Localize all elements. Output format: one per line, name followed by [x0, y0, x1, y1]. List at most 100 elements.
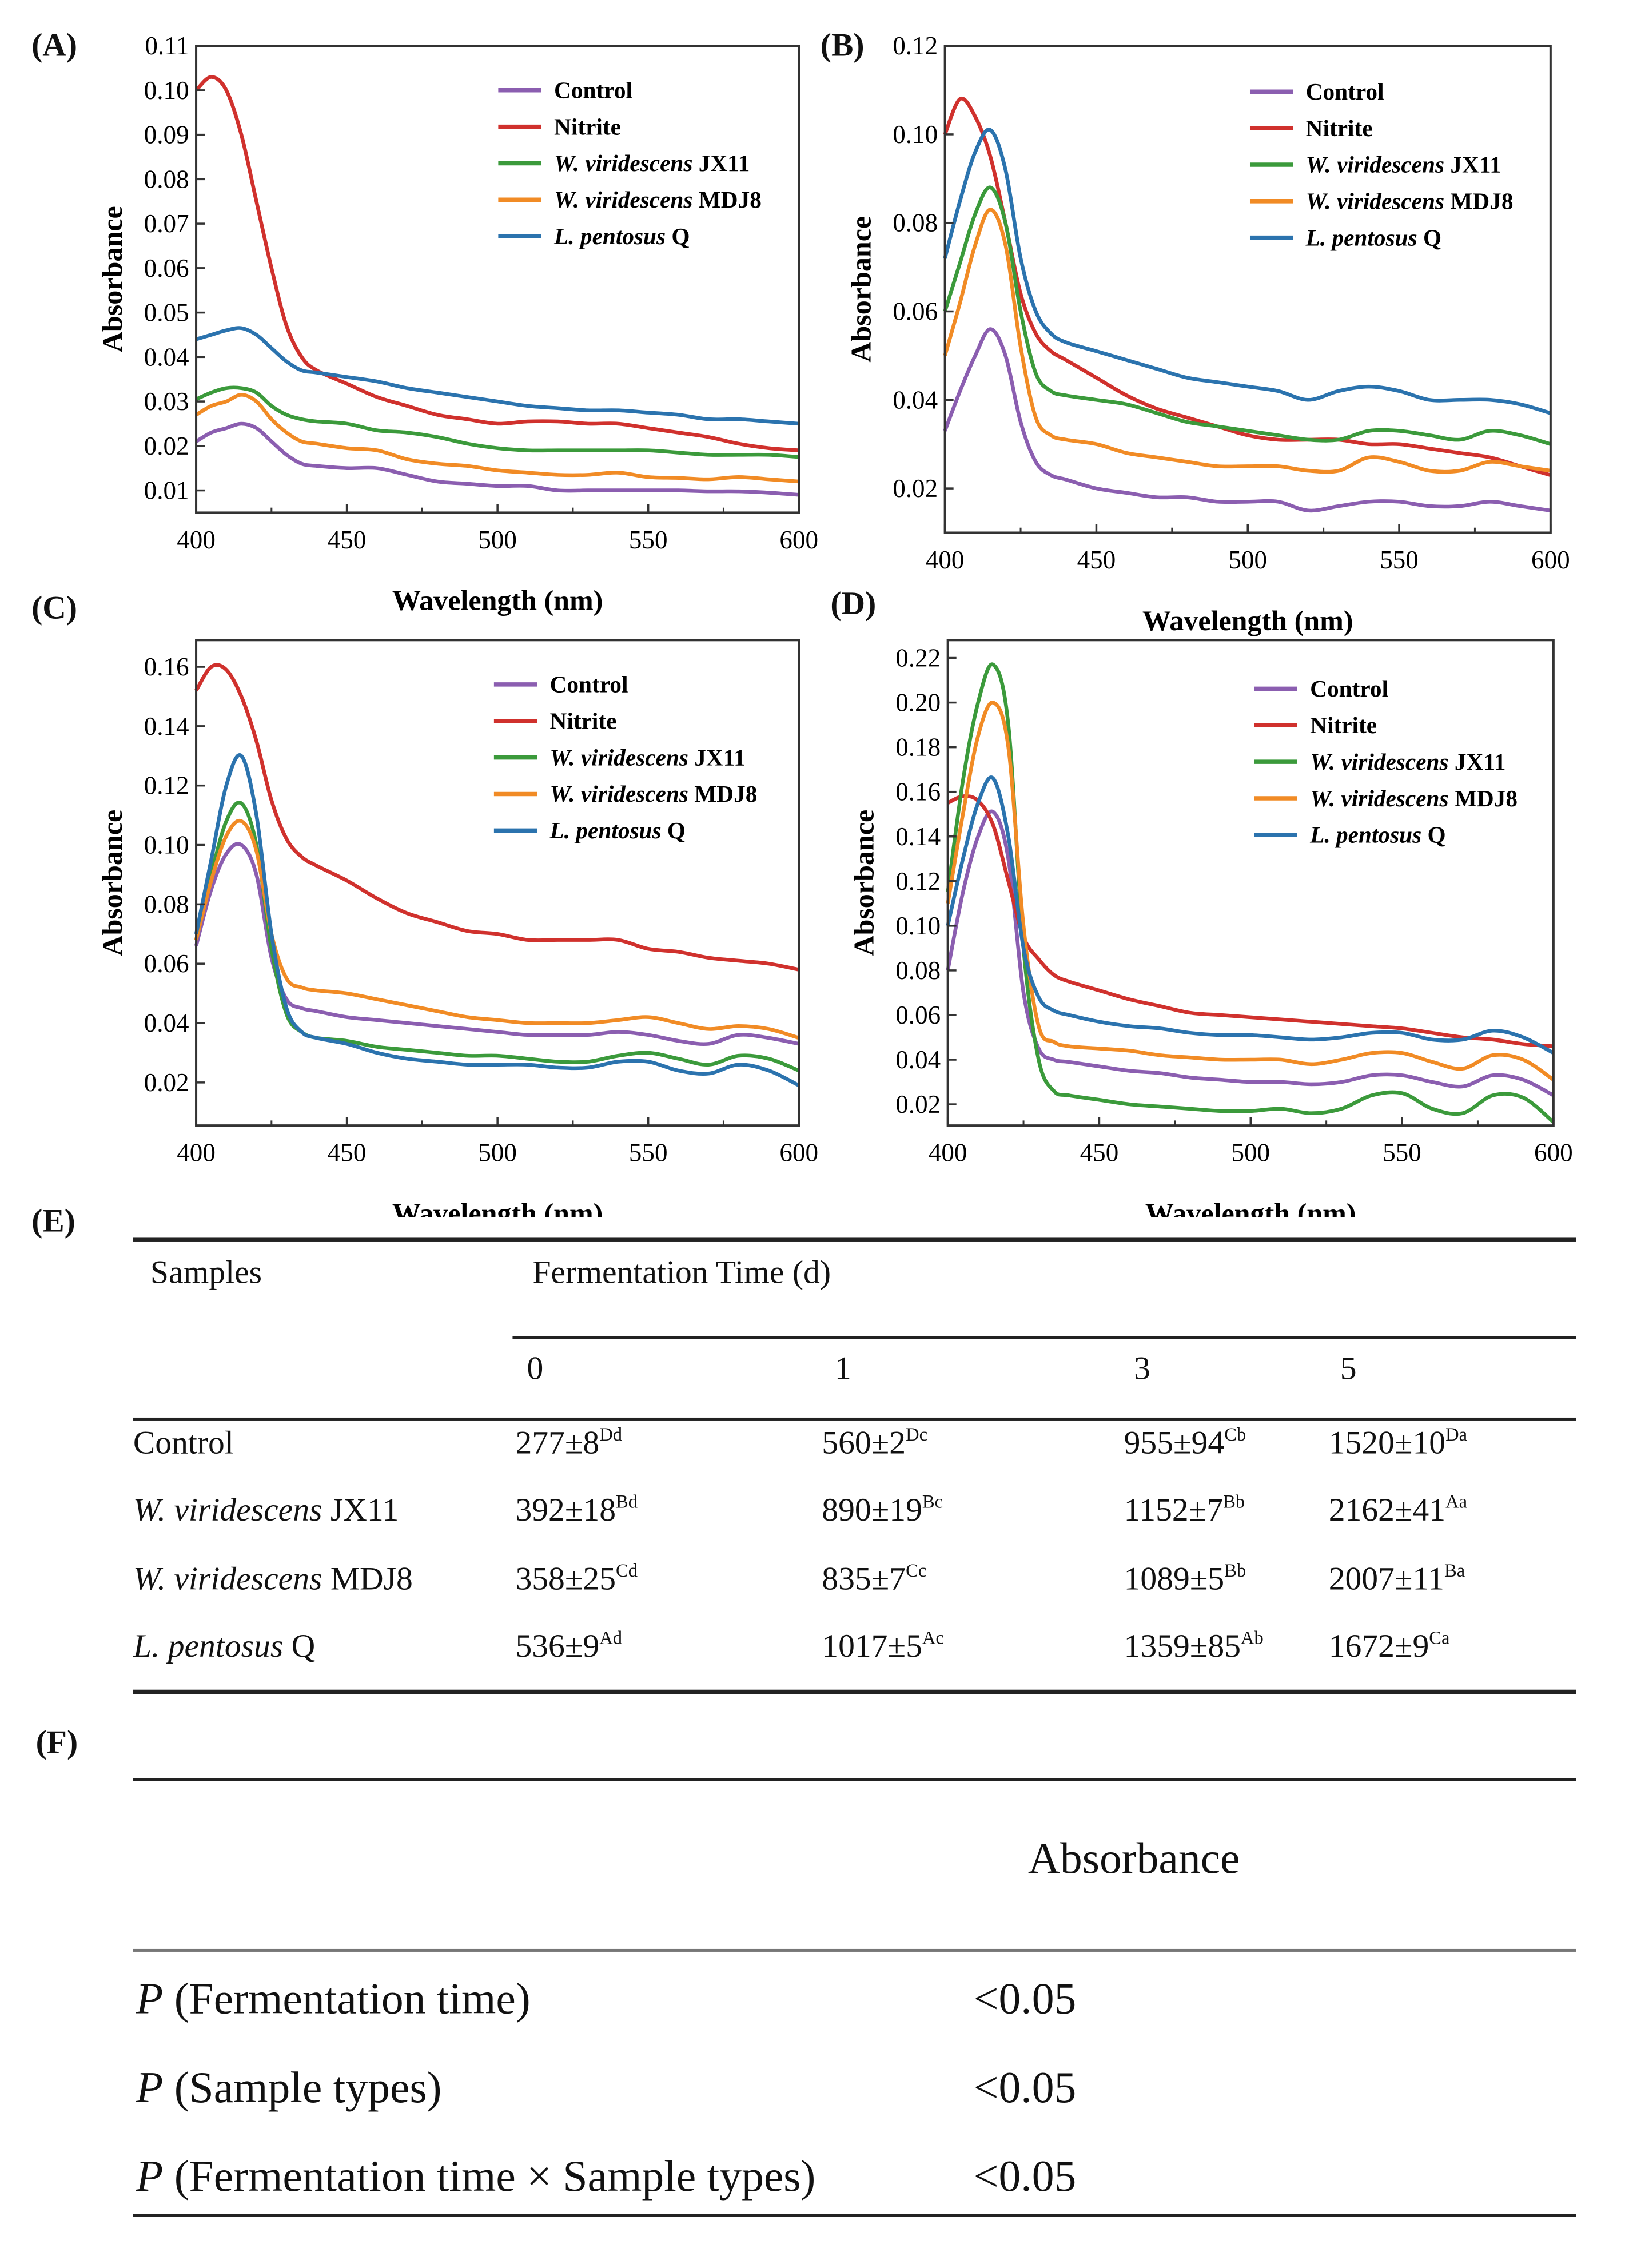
cell-value: 2007±11 — [1328, 1561, 1444, 1597]
x-tick-label: 600 — [1531, 546, 1570, 574]
sample-species: W. viridescens — [133, 1492, 322, 1528]
x-tick-label: 500 — [1228, 546, 1267, 574]
y-tick-label: 0.04 — [895, 1045, 941, 1074]
legend-label-species: W. viridescens — [550, 781, 688, 807]
sample-strain: MDJ8 — [322, 1561, 413, 1597]
plot-frame — [195, 45, 800, 514]
table-cell: 1152±7Bb — [1124, 1492, 1245, 1529]
legend-label-strain: JX11 — [1444, 152, 1501, 178]
factor-name: (Sample types) — [163, 2062, 442, 2112]
chart-a: 400 450 500 550 600 0.01 0.02 0.03 0.04 0.05 0.06 0… — [96, 31, 818, 616]
table-rule — [512, 1336, 1576, 1338]
legend-label: Control — [554, 77, 632, 104]
x-tick-label: 550 — [1380, 546, 1419, 574]
series-line-control — [943, 327, 1551, 513]
panel-label-f: (F) — [35, 1724, 78, 1760]
table-cell: 2007±11Ba — [1329, 1561, 1465, 1598]
legend-label: Control — [1310, 675, 1388, 702]
chart-c: 400 450 500 550 600 0.02 0.04 0.06 0.08 0.10 0.12 0… — [96, 639, 818, 1217]
sample-strain: JX11 — [322, 1492, 399, 1528]
factor-name: (Fermentation time) — [163, 1973, 531, 2024]
significance-letters: Bd — [616, 1490, 638, 1513]
table-rule — [133, 1237, 1576, 1241]
x-tick-label: 400 — [929, 1139, 967, 1167]
factor-label: P (Fermentation time × Sample types) — [136, 2151, 816, 2202]
plot-frame — [195, 639, 800, 1127]
legend-label-strain: MDJ8 — [688, 781, 757, 807]
significance-letters: Ad — [599, 1626, 623, 1649]
panel-label-c: (C) — [31, 590, 78, 626]
cell-value: 277±8 — [515, 1425, 600, 1461]
legend-label-strain: MDJ8 — [1449, 785, 1518, 811]
table-cell: 835±7Cc — [822, 1561, 926, 1598]
x-axis-label: Wavelength (nm) — [1142, 604, 1353, 636]
legend-label-species: W. viridescens — [1306, 188, 1444, 214]
panel-label-b: (B) — [820, 27, 865, 63]
series-line-jx11 — [946, 662, 1555, 1124]
x-tick-label: 400 — [177, 1139, 216, 1167]
legend-label-strain: JX11 — [1449, 749, 1506, 775]
legend-label-strain: JX11 — [692, 150, 750, 176]
significance-letters: Bb — [1224, 1559, 1246, 1581]
y-tick-label: 0.08 — [144, 165, 189, 193]
y-tick-label: 0.02 — [144, 1068, 189, 1097]
day-header: 5 — [1340, 1350, 1357, 1386]
fermentation-time-header: Fermentation Time (d) — [532, 1254, 831, 1291]
series-line-nitrite — [194, 75, 799, 452]
legend-label-strain: Control — [550, 671, 628, 698]
panel-label-a: (A) — [31, 27, 78, 63]
p-symbol: P — [136, 1973, 164, 2024]
y-tick-label: 0.03 — [144, 387, 189, 416]
legend-label: Nitrite — [1306, 115, 1373, 141]
table-cell: 1520±10Da — [1329, 1425, 1467, 1462]
legend-label-species: W. viridescens — [554, 186, 692, 213]
table-cell: 955±94Cb — [1124, 1425, 1246, 1462]
legend-label: Control — [550, 671, 628, 698]
y-tick-label: 0.04 — [144, 343, 189, 371]
legend-label-strain: Q — [666, 223, 690, 249]
significance-letters: Da — [1445, 1423, 1468, 1445]
day-header: 0 — [527, 1350, 544, 1386]
series-line-q — [943, 128, 1551, 415]
legend-label-species: L. pentosus — [553, 223, 666, 249]
x-axis-label: Wavelength (nm) — [392, 1197, 603, 1217]
y-axis-label: Absorbance — [845, 216, 877, 363]
series-line-nitrite — [947, 794, 1554, 1048]
y-tick-label: 0.12 — [893, 31, 938, 60]
y-axis-label: Absorbance — [96, 206, 128, 352]
day-header: 1 — [834, 1350, 851, 1386]
x-tick-label: 400 — [926, 546, 965, 574]
y-tick-label: 0.06 — [144, 949, 189, 978]
factor-name: (Fermentation time × Sample types) — [163, 2151, 816, 2201]
sample-name: L. pentosus Q — [133, 1628, 315, 1665]
y-tick-label: 0.10 — [895, 912, 941, 940]
legend-label-strain: Q — [1421, 822, 1445, 848]
y-tick-label: 0.06 — [144, 254, 189, 282]
x-tick-label: 450 — [1080, 1139, 1119, 1167]
table-cell: 1089±5Bb — [1124, 1561, 1246, 1598]
series-line-q — [946, 775, 1555, 1055]
x-tick-label: 600 — [779, 1139, 818, 1167]
legend-label: W. viridescens MDJ8 — [1310, 785, 1518, 811]
table-rule — [133, 1948, 1576, 1951]
legend-label: Nitrite — [554, 113, 621, 140]
day-header: 3 — [1134, 1350, 1150, 1386]
significance-letters: Bb — [1223, 1490, 1245, 1513]
legend-label-strain: Control — [1310, 675, 1388, 702]
x-tick-label: 400 — [177, 526, 216, 554]
legend-label: L. pentosus Q — [549, 817, 686, 843]
series-line-mdj8 — [946, 701, 1555, 1081]
legend-label-species: W. viridescens — [1310, 785, 1448, 811]
table-cell: 277±8Dd — [515, 1425, 622, 1462]
cell-value: 890±19 — [822, 1492, 922, 1528]
y-tick-label: 0.06 — [893, 297, 938, 326]
y-tick-label: 0.08 — [895, 956, 941, 985]
cell-value: 1672±9 — [1328, 1628, 1429, 1664]
significance-letters: Bc — [922, 1490, 943, 1513]
significance-letters: Cc — [906, 1559, 927, 1581]
x-axis-label: Wavelength (nm) — [392, 584, 603, 616]
significance-letters: Ca — [1429, 1626, 1450, 1649]
legend-label-strain: Control — [554, 77, 632, 104]
cell-value: 835±7 — [822, 1561, 906, 1597]
x-axis-label: Wavelength (nm) — [1145, 1197, 1356, 1217]
